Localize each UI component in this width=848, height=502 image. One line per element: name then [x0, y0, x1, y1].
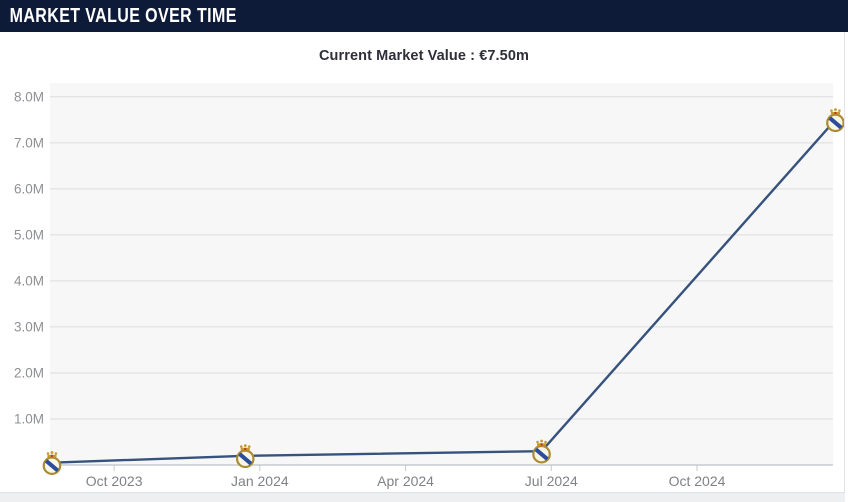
y-axis-label: 2.0M	[14, 365, 44, 380]
y-axis-label: 6.0M	[14, 181, 44, 196]
y-axis-label: 3.0M	[14, 319, 44, 334]
y-axis-label: 4.0M	[14, 273, 44, 288]
current-market-value-row: Current Market Value : €7.50m	[0, 47, 848, 65]
next-section-strip	[0, 492, 845, 502]
x-axis-label: Apr 2024	[377, 473, 434, 489]
x-axis-label: Jul 2024	[525, 473, 578, 489]
y-axis-label: 5.0M	[14, 227, 44, 242]
y-axis-label: 1.0M	[14, 411, 44, 426]
y-axis-label: 7.0M	[14, 135, 44, 150]
x-axis-label: Jan 2024	[231, 473, 289, 489]
y-axis-label: 8.0M	[14, 89, 44, 104]
x-axis-label: Oct 2024	[669, 473, 726, 489]
market-value-line	[50, 118, 837, 464]
x-axis-label: Oct 2023	[86, 473, 143, 489]
section-title: MARKET VALUE OVER TIME	[9, 5, 237, 27]
panel-right-border	[844, 32, 845, 502]
current-market-value-text: Current Market Value : €7.50m	[318, 48, 529, 64]
section-header: MARKET VALUE OVER TIME	[0, 0, 848, 32]
plot-area	[50, 83, 833, 465]
